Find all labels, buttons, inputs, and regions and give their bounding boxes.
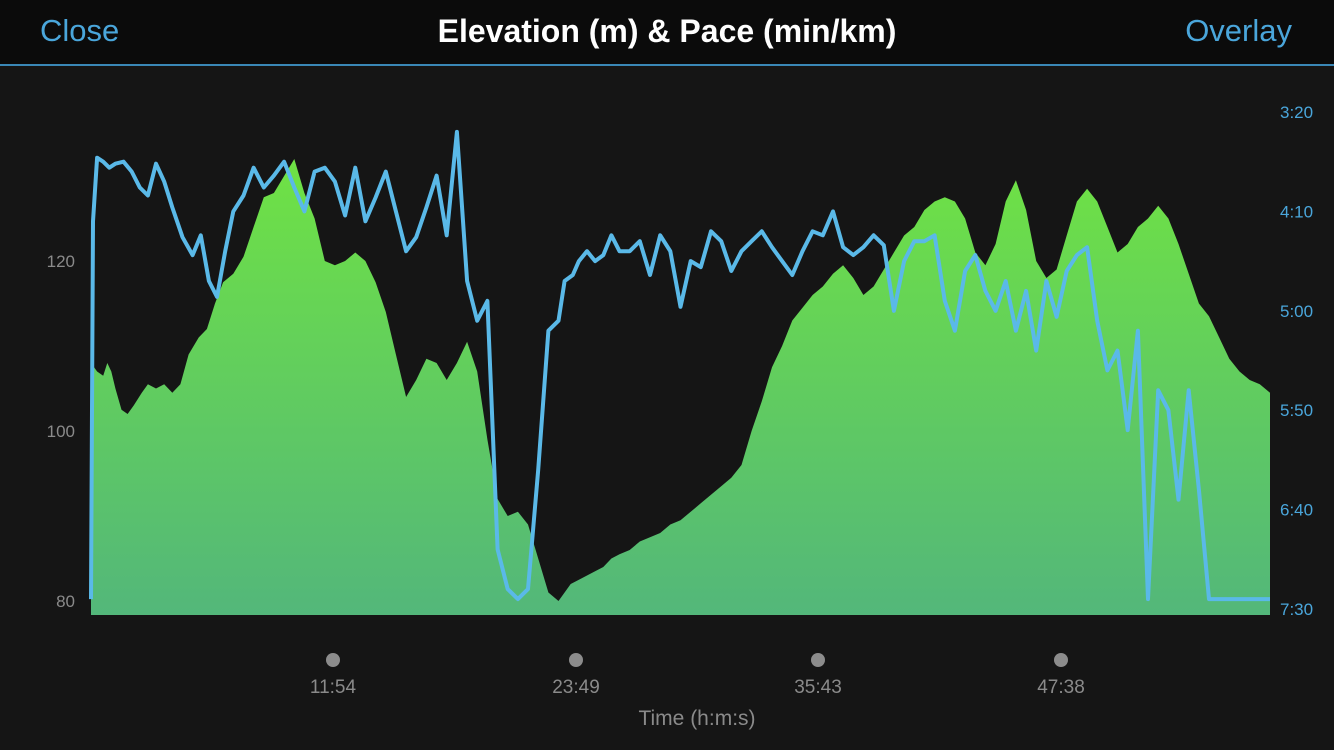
y-right-tick-label: 4:10: [1280, 202, 1313, 221]
pace-line-series: [89, 129, 1270, 602]
elevation-area-series: [91, 159, 1270, 615]
top-navigation-bar: Close Elevation (m) & Pace (min/km) Over…: [0, 0, 1334, 66]
y-left-tick-label: 100: [47, 422, 75, 441]
y-left-tick-label: 80: [56, 592, 75, 611]
x-scrubber-dot[interactable]: [1054, 653, 1068, 667]
close-button[interactable]: Close: [40, 13, 120, 48]
x-tick-label: 47:38: [1037, 677, 1085, 698]
x-axis-label: Time (h:m:s): [638, 707, 755, 730]
x-scrubber-dot[interactable]: [569, 653, 583, 667]
x-tick-label: 35:43: [794, 677, 842, 698]
y-right-tick-label: 5:00: [1280, 302, 1313, 321]
x-tick-label: 11:54: [310, 677, 357, 698]
x-scrubber-dot[interactable]: [811, 653, 825, 667]
y-left-tick-label: 120: [47, 252, 75, 271]
y-right-tick-label: 6:40: [1280, 501, 1313, 520]
page-title: Elevation (m) & Pace (min/km): [437, 13, 897, 49]
y-right-tick-label: 7:30: [1280, 600, 1313, 619]
x-tick-label: 23:49: [552, 677, 600, 698]
overlay-button[interactable]: Overlay: [1185, 13, 1292, 48]
x-scrubber-dot[interactable]: [326, 653, 340, 667]
y-right-tick-label: 3:20: [1280, 103, 1313, 122]
y-right-tick-label: 5:50: [1280, 401, 1313, 420]
